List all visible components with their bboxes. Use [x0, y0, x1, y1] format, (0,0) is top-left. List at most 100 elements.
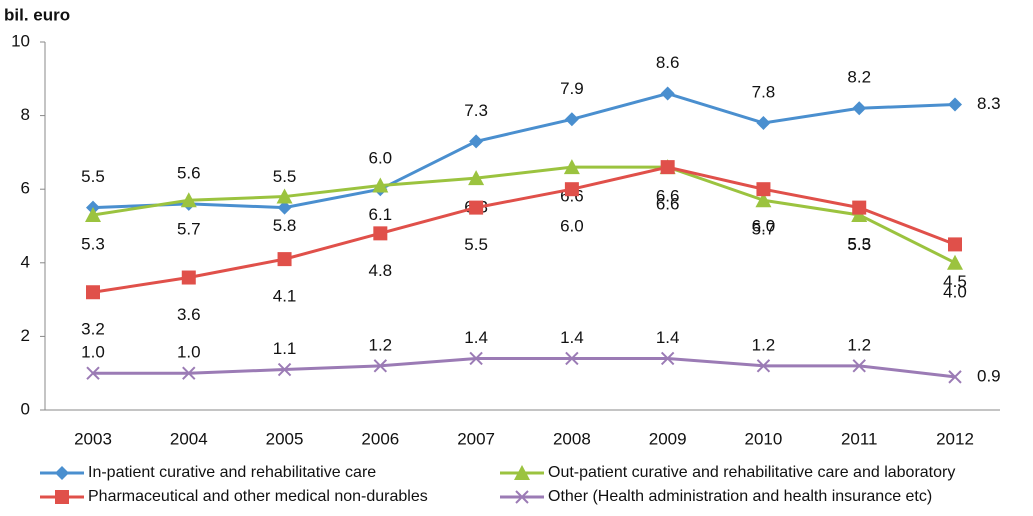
x-tick-label: 2011: [841, 429, 878, 448]
data-label: 1.2: [369, 335, 393, 354]
data-label: 5.3: [847, 234, 871, 253]
x-tick-label: 2006: [361, 429, 399, 448]
data-point: [852, 200, 867, 215]
data-point: [469, 351, 483, 366]
data-point: [852, 359, 866, 373]
data-label: 5.7: [177, 220, 201, 239]
data-label: 5.6: [177, 163, 201, 182]
data-point: [86, 366, 100, 380]
data-point: [277, 200, 292, 215]
data-point: [181, 270, 196, 285]
data-label: 8.2: [847, 68, 871, 87]
series-line: [92, 165, 956, 265]
legend-label: Other (Health administration and health …: [548, 488, 932, 505]
data-point: [564, 112, 579, 127]
x-tick-label: 2004: [170, 429, 208, 448]
data-point: [947, 254, 963, 270]
data-point: [86, 285, 100, 300]
x-tick-label: 2005: [266, 429, 304, 448]
data-label: 4.5: [943, 272, 967, 291]
data-point: [469, 134, 484, 149]
data-point: [373, 226, 388, 241]
x-tick-label: 2003: [74, 429, 112, 448]
x-tick-label: 2012: [936, 429, 974, 448]
data-label: 4.8: [369, 261, 393, 280]
data-label: 6.0: [752, 217, 776, 236]
data-point: [755, 192, 772, 208]
data-label: 1.4: [560, 328, 584, 347]
data-label: 6.6: [656, 187, 680, 206]
data-label: 5.5: [81, 167, 105, 186]
data-point: [660, 160, 675, 175]
data-point: [948, 97, 962, 112]
data-point: [373, 359, 388, 373]
series-line: [92, 165, 956, 294]
series-line: [93, 356, 956, 379]
data-label: 6.0: [369, 149, 393, 168]
y-tick-label: 6: [21, 179, 30, 198]
data-label: 5.7: [752, 220, 776, 239]
data-point: [660, 351, 675, 366]
data-label: 8.3: [977, 94, 1001, 113]
legend-marker: [514, 465, 530, 480]
data-point: [564, 182, 579, 197]
data-point: [756, 182, 771, 197]
data-point: [277, 252, 292, 267]
data-label: 4.1: [273, 287, 297, 306]
data-label: 5.5: [847, 235, 871, 254]
data-label: 1.2: [847, 335, 871, 354]
legend-label: Pharmaceutical and other medical non-dur…: [88, 488, 428, 505]
data-point: [660, 86, 675, 101]
data-label: 1.4: [464, 328, 488, 347]
data-label: 6.6: [656, 195, 680, 214]
y-tick-label: 0: [21, 399, 30, 418]
data-label: 5.8: [273, 216, 297, 235]
y-tick-label: 8: [21, 105, 30, 124]
data-point: [85, 206, 101, 222]
data-label: 5.5: [273, 167, 297, 186]
data-point: [276, 188, 293, 204]
data-point: [756, 115, 771, 130]
data-label: 4.0: [943, 282, 967, 301]
data-point: [469, 200, 484, 215]
data-label: 1.0: [177, 343, 201, 362]
y-axis-label: bil. euro: [4, 5, 70, 24]
legend-label: In-patient curative and rehabilitative c…: [88, 464, 376, 481]
data-label: 7.8: [752, 82, 776, 101]
y-tick-label: 2: [21, 326, 30, 345]
y-tick-label: 10: [11, 31, 30, 50]
x-tick-label: 2010: [745, 429, 783, 448]
data-label: 6.0: [560, 217, 584, 236]
data-label: 6.1: [369, 205, 393, 224]
legend-marker: [55, 490, 69, 504]
legend-marker: [55, 466, 69, 480]
legend-label: Out-patient curative and rehabilitative …: [548, 464, 955, 481]
data-label: 7.9: [560, 79, 584, 98]
data-point: [948, 370, 962, 384]
data-point: [948, 237, 962, 252]
data-label: 1.2: [752, 335, 776, 354]
x-tick-label: 2007: [457, 429, 495, 448]
data-point: [563, 159, 580, 175]
legend-marker: [515, 490, 529, 504]
data-point: [180, 192, 197, 208]
x-tick-label: 2008: [553, 429, 591, 448]
data-point: [468, 170, 485, 186]
data-label: 1.1: [273, 339, 297, 358]
data-point: [277, 362, 292, 377]
data-label: 0.9: [977, 366, 1001, 385]
data-label: 7.3: [464, 101, 488, 120]
x-tick-label: 2009: [649, 429, 687, 448]
series-line: [92, 91, 956, 210]
data-point: [852, 101, 867, 116]
data-point: [372, 177, 389, 193]
data-label: 5.5: [464, 235, 488, 254]
data-point: [565, 351, 579, 366]
data-point: [756, 359, 771, 373]
data-label: 8.6: [656, 53, 680, 72]
data-label: 5.3: [81, 234, 105, 253]
data-label: 1.4: [656, 328, 680, 347]
data-label: 3.2: [81, 320, 105, 339]
data-label: 3.6: [177, 305, 201, 324]
